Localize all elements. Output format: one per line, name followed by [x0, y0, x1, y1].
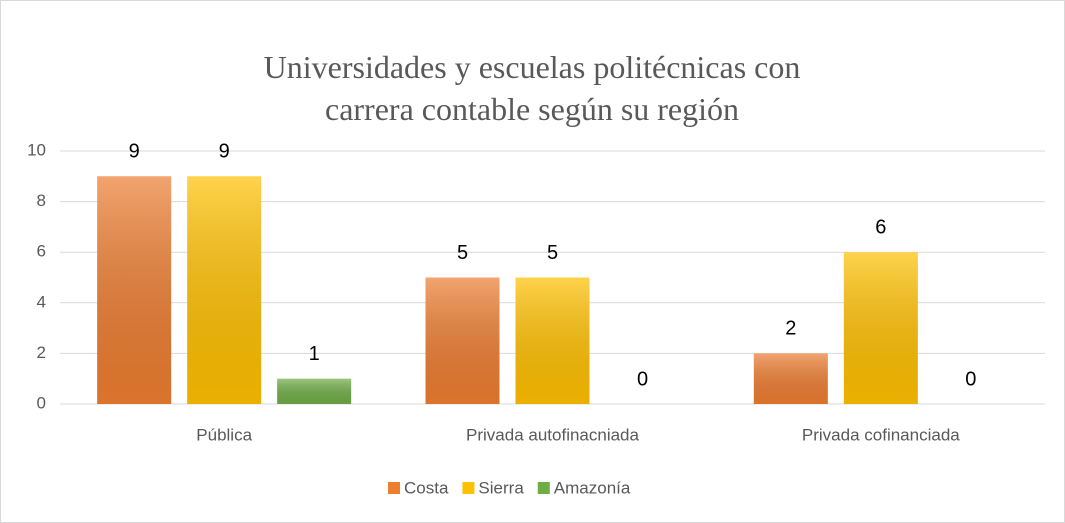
bar-shading: [515, 277, 590, 404]
data-label: 6: [875, 216, 886, 238]
bar-shading: [277, 378, 352, 404]
x-tick-label: Pública: [196, 425, 252, 444]
data-label: 5: [547, 242, 558, 264]
legend-label: Sierra: [478, 478, 524, 497]
data-label: 5: [457, 242, 468, 264]
data-label: 9: [219, 141, 230, 163]
data-label: 1: [309, 343, 320, 365]
bar-shading: [97, 176, 172, 404]
y-tick-label: 0: [37, 393, 46, 412]
bar-shading: [187, 176, 262, 404]
data-label: 2: [785, 318, 796, 340]
legend-swatch: [537, 482, 550, 494]
y-tick-label: 4: [37, 292, 46, 311]
y-tick-label: 8: [37, 191, 46, 210]
chart-title: Universidades y escuelas politécnicas co…: [263, 49, 801, 127]
y-tick-label: 10: [27, 140, 46, 159]
y-tick-label: 2: [37, 343, 46, 362]
x-tick-label: Privada autofinacniada: [466, 425, 640, 444]
legend-swatch: [462, 482, 475, 494]
data-label: 0: [637, 368, 648, 390]
legend-label: Costa: [404, 478, 449, 497]
data-label: 0: [965, 368, 976, 390]
bar-shading: [425, 277, 500, 404]
legend-label: Amazonía: [554, 478, 631, 497]
data-label: 9: [129, 141, 140, 163]
legend-swatch: [388, 482, 400, 494]
y-tick-label: 6: [37, 242, 46, 261]
bar-shading: [843, 252, 918, 404]
x-tick-label: Privada cofinanciada: [802, 425, 960, 444]
bar-shading: [753, 353, 828, 404]
